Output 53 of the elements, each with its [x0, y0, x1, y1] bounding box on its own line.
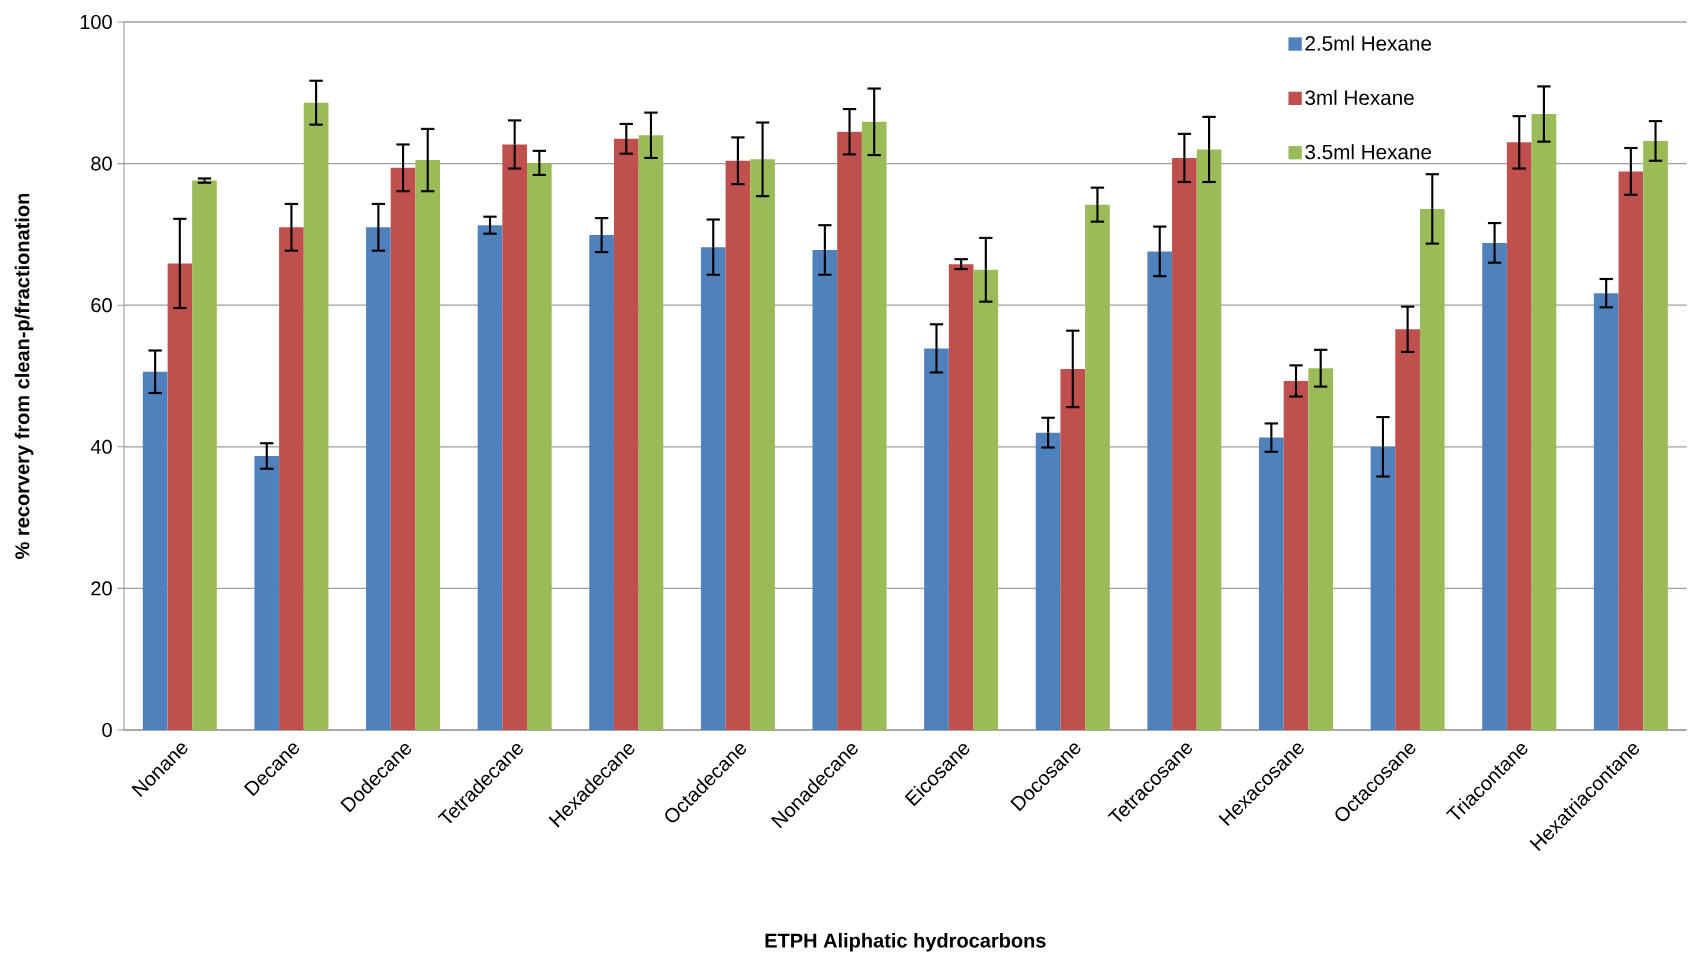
bar [1370, 446, 1396, 730]
bar [812, 249, 838, 730]
bar [973, 269, 999, 730]
bar [638, 135, 664, 730]
bar [750, 159, 775, 730]
y-tick-label: 20 [91, 581, 112, 596]
bar [1643, 140, 1668, 730]
bar [1035, 432, 1061, 730]
bar [613, 138, 639, 730]
bar [502, 144, 527, 730]
legend-label: 2.5ml Hexane [1305, 35, 1432, 51]
bar [924, 348, 949, 730]
bar [725, 160, 751, 730]
y-tick-label: 0 [102, 722, 112, 738]
bar [1419, 208, 1445, 730]
y-axis-title: % recorvery from clean-p/fractionation [14, 193, 34, 559]
bar [1060, 368, 1086, 730]
legend-label: 3ml Hexane [1305, 89, 1414, 106]
y-tick-label: 100 [80, 14, 112, 30]
bar [167, 263, 193, 730]
bar [700, 247, 726, 730]
bar [1308, 368, 1334, 730]
bar [1506, 142, 1532, 730]
bar [1147, 251, 1173, 730]
bar [390, 167, 416, 730]
bar [303, 102, 329, 730]
bar [1172, 157, 1197, 730]
bar [415, 160, 441, 730]
legend-label: 3.5ml Hexane [1305, 144, 1432, 160]
bar [1196, 149, 1222, 730]
bar [1259, 437, 1284, 730]
bar [279, 227, 304, 730]
bar [192, 180, 217, 730]
bar [527, 162, 552, 730]
bar [1618, 171, 1644, 730]
bar [477, 225, 503, 730]
bar [254, 455, 280, 730]
bar [366, 227, 391, 730]
y-tick-label: 60 [91, 298, 112, 313]
bar [861, 121, 887, 730]
bar [1593, 293, 1619, 730]
y-tick-label: 40 [90, 439, 112, 454]
bar [1531, 114, 1557, 730]
bar [1482, 242, 1507, 730]
bar [589, 235, 614, 730]
x-axis-title: ETPH Aliphatic hydrocarbons [765, 932, 1046, 952]
bar [142, 371, 168, 730]
bar [1085, 204, 1110, 730]
bar [1395, 329, 1420, 730]
bar [948, 264, 974, 730]
bar [837, 131, 862, 730]
y-tick-label: 80 [91, 156, 112, 171]
bar [1283, 380, 1309, 730]
